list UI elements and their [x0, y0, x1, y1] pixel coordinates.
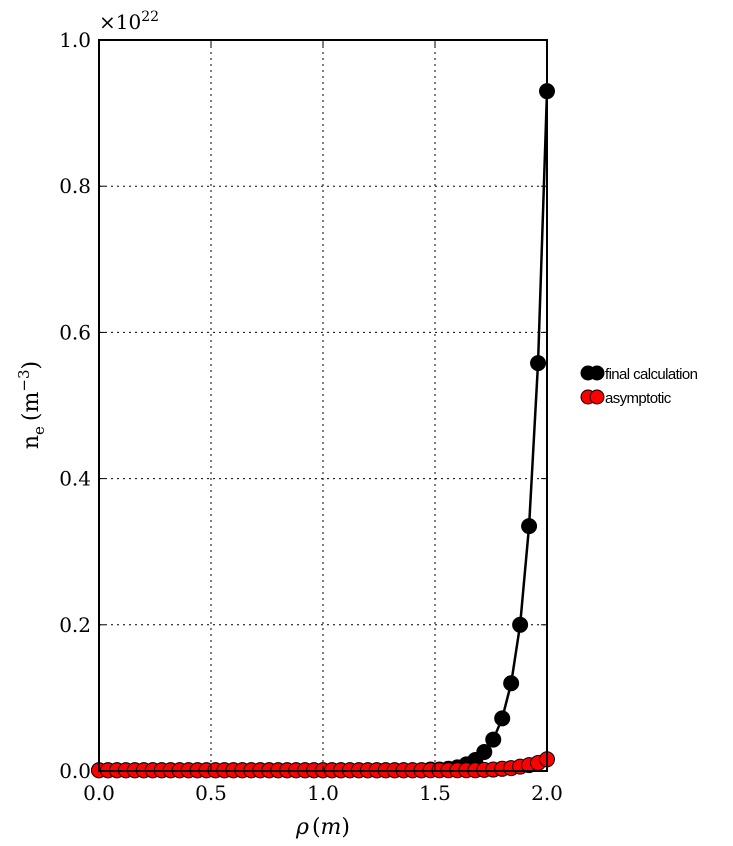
y-axis-open-paren: ( — [19, 412, 44, 421]
data-point — [485, 731, 502, 748]
x-axis-label: ρ (m) — [295, 815, 350, 840]
y-axis-close-paren: ) — [19, 361, 44, 370]
data-point — [521, 518, 538, 535]
y-axis-variable: n — [19, 435, 44, 449]
x-tick-label: 2.0 — [531, 781, 563, 805]
x-tick-label: 1.0 — [307, 781, 339, 805]
y-multiplier-exponent: 22 — [141, 9, 159, 25]
legend-marker-asymptotic-b — [589, 389, 605, 405]
legend-item-asymptotic: asymptotic — [580, 389, 672, 407]
y-multiplier: ×1022 — [99, 9, 159, 34]
legend-marker-final-calculation-b — [589, 365, 605, 381]
data-point — [494, 710, 511, 727]
x-tick-label: 0.0 — [83, 781, 115, 805]
y-tick-label: 0.0 — [59, 759, 91, 783]
data-point — [503, 675, 520, 692]
x-axis-open-paren: ( — [312, 815, 321, 840]
y-axis-label: ne (m−3) — [15, 361, 48, 449]
y-axis-exponent: −3 — [15, 369, 33, 391]
y-tick-label: 1.0 — [59, 28, 91, 52]
data-point — [530, 355, 547, 372]
y-multiplier-base: ×10 — [99, 10, 141, 34]
y-tick-label: 0.2 — [59, 613, 91, 637]
x-tick-label: 0.5 — [195, 781, 227, 805]
x-axis-variable: ρ — [295, 815, 309, 840]
y-tick-label: 0.8 — [59, 174, 91, 198]
ticks: 0.0 0.5 1.0 1.5 2.0 0.0 0.2 0.4 0.6 0.8 1.0 — [59, 28, 563, 805]
data-point — [512, 616, 529, 633]
data-point — [476, 743, 493, 760]
y-tick-label: 0.4 — [59, 467, 91, 491]
legend-label-final-calculation: final calculation — [605, 366, 698, 383]
legend-label-asymptotic: asymptotic — [605, 390, 672, 407]
x-tick-label: 1.5 — [419, 781, 451, 805]
legend-item-final-calculation: final calculation — [580, 365, 698, 383]
x-axis-unit: m — [321, 815, 342, 840]
legend: final calculation asymptotic — [580, 365, 698, 407]
y-axis-unit: m — [19, 391, 44, 412]
grid — [99, 40, 547, 771]
y-tick-label: 0.6 — [59, 320, 91, 344]
x-axis-close-paren: ) — [341, 815, 350, 840]
y-axis-subscript: e — [30, 426, 48, 435]
